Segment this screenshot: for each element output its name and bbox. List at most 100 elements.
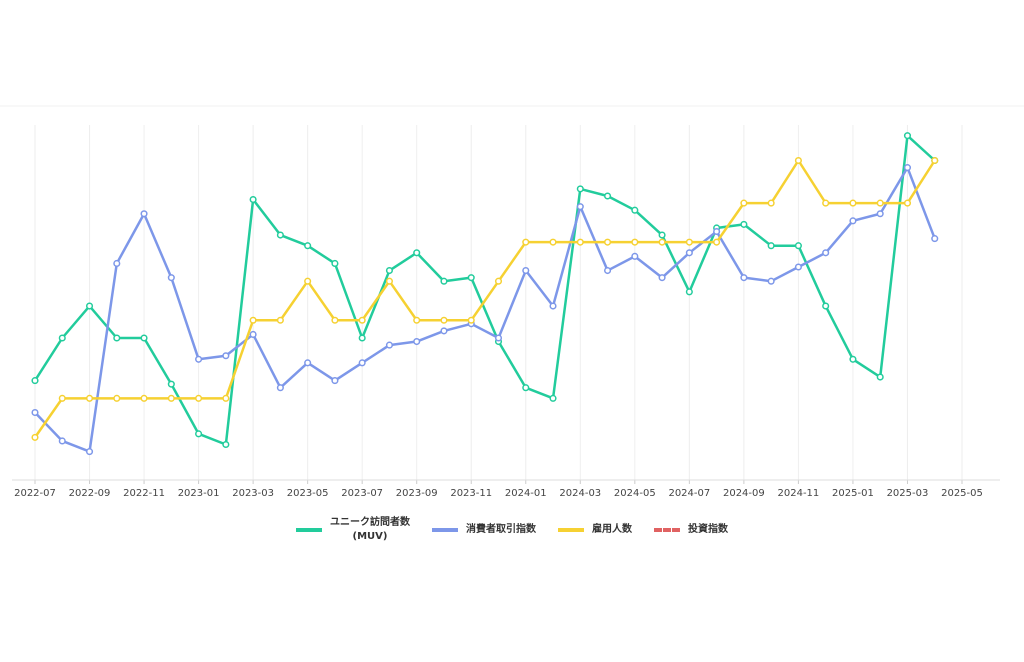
x-tick-label: 2022-09 bbox=[69, 488, 111, 499]
point bbox=[685, 288, 693, 296]
point bbox=[522, 238, 530, 246]
point bbox=[331, 377, 339, 385]
point bbox=[413, 338, 421, 346]
point bbox=[685, 238, 693, 246]
point bbox=[249, 316, 257, 324]
series-line bbox=[33, 159, 936, 439]
x-tick-label: 2024-01 bbox=[505, 488, 547, 499]
point bbox=[903, 199, 912, 207]
point bbox=[222, 440, 230, 449]
point bbox=[467, 274, 475, 282]
point bbox=[385, 267, 393, 275]
point bbox=[658, 238, 666, 246]
x-tick-label: 2023-03 bbox=[232, 488, 274, 499]
legend-swatch bbox=[558, 528, 584, 532]
point bbox=[767, 242, 775, 250]
point bbox=[304, 277, 312, 285]
point bbox=[113, 334, 121, 342]
legend-label: 雇用人数 bbox=[592, 524, 632, 535]
point bbox=[522, 267, 530, 275]
legend-item[interactable]: 投資指数 bbox=[654, 523, 728, 537]
x-tick-label: 2024-03 bbox=[559, 488, 601, 499]
point bbox=[113, 259, 121, 268]
point bbox=[249, 330, 257, 339]
point bbox=[140, 394, 148, 402]
x-tick-label: 2025-05 bbox=[941, 488, 983, 499]
point bbox=[876, 199, 884, 207]
point bbox=[413, 249, 421, 257]
x-tick-label: 2024-11 bbox=[778, 488, 820, 499]
point bbox=[604, 238, 612, 246]
series-line bbox=[34, 166, 936, 453]
point bbox=[576, 185, 584, 193]
point bbox=[276, 384, 284, 392]
point bbox=[85, 448, 94, 456]
point bbox=[549, 302, 557, 310]
legend-swatch bbox=[296, 528, 322, 532]
point bbox=[85, 394, 94, 402]
x-tick-label: 2023-01 bbox=[178, 488, 220, 499]
point bbox=[876, 373, 884, 381]
x-tick-label: 2024-05 bbox=[614, 488, 656, 499]
x-tick-label: 2024-09 bbox=[723, 488, 765, 499]
point bbox=[631, 238, 639, 246]
point bbox=[740, 220, 748, 228]
point bbox=[31, 377, 39, 385]
point bbox=[794, 263, 802, 271]
point bbox=[822, 302, 830, 310]
legend-item[interactable]: ユニーク訪問者数 (MUV) bbox=[296, 516, 410, 544]
point bbox=[903, 164, 912, 172]
point bbox=[304, 242, 312, 250]
legend-item[interactable]: 雇用人数 bbox=[558, 523, 632, 537]
x-tick-label: 2022-07 bbox=[14, 488, 56, 499]
point bbox=[385, 277, 393, 285]
point bbox=[740, 274, 748, 282]
point bbox=[822, 199, 830, 207]
x-tick-label: 2023-11 bbox=[450, 488, 492, 499]
legend: ユニーク訪問者数 (MUV) 消費者取引指数 雇用人数 投資指数 bbox=[0, 516, 1024, 544]
point bbox=[440, 316, 448, 324]
point bbox=[713, 238, 721, 246]
point bbox=[631, 252, 639, 260]
x-tick-label: 2025-03 bbox=[887, 488, 929, 499]
point bbox=[604, 267, 612, 275]
point bbox=[740, 199, 748, 207]
point bbox=[195, 355, 203, 363]
legend-item[interactable]: 消費者取引指数 bbox=[432, 523, 536, 537]
point bbox=[85, 302, 94, 310]
point bbox=[849, 217, 857, 225]
point bbox=[794, 242, 802, 250]
legend-label: 投資指数 bbox=[688, 524, 728, 535]
point bbox=[358, 359, 366, 367]
point bbox=[358, 334, 366, 342]
point bbox=[903, 132, 912, 140]
x-tick-label: 2023-09 bbox=[396, 488, 438, 499]
point bbox=[167, 380, 175, 388]
point bbox=[522, 384, 530, 392]
point bbox=[576, 203, 584, 211]
point bbox=[822, 249, 830, 257]
point bbox=[31, 433, 39, 441]
legend-swatch bbox=[432, 528, 458, 532]
x-tick-label: 2023-07 bbox=[341, 488, 383, 499]
point bbox=[222, 394, 230, 402]
point bbox=[276, 231, 284, 239]
point bbox=[631, 206, 639, 214]
legend-swatch bbox=[654, 528, 680, 532]
point bbox=[249, 196, 257, 204]
point bbox=[767, 277, 775, 285]
point bbox=[494, 334, 503, 342]
point bbox=[931, 235, 939, 243]
point bbox=[276, 316, 284, 324]
series-line bbox=[33, 134, 936, 446]
point bbox=[167, 274, 175, 282]
point bbox=[195, 430, 203, 438]
legend-label: ユニーク訪問者数 (MUV) bbox=[330, 517, 410, 542]
point bbox=[385, 341, 393, 349]
point bbox=[713, 227, 721, 236]
point bbox=[413, 316, 421, 324]
point bbox=[195, 394, 203, 402]
point bbox=[440, 277, 448, 285]
